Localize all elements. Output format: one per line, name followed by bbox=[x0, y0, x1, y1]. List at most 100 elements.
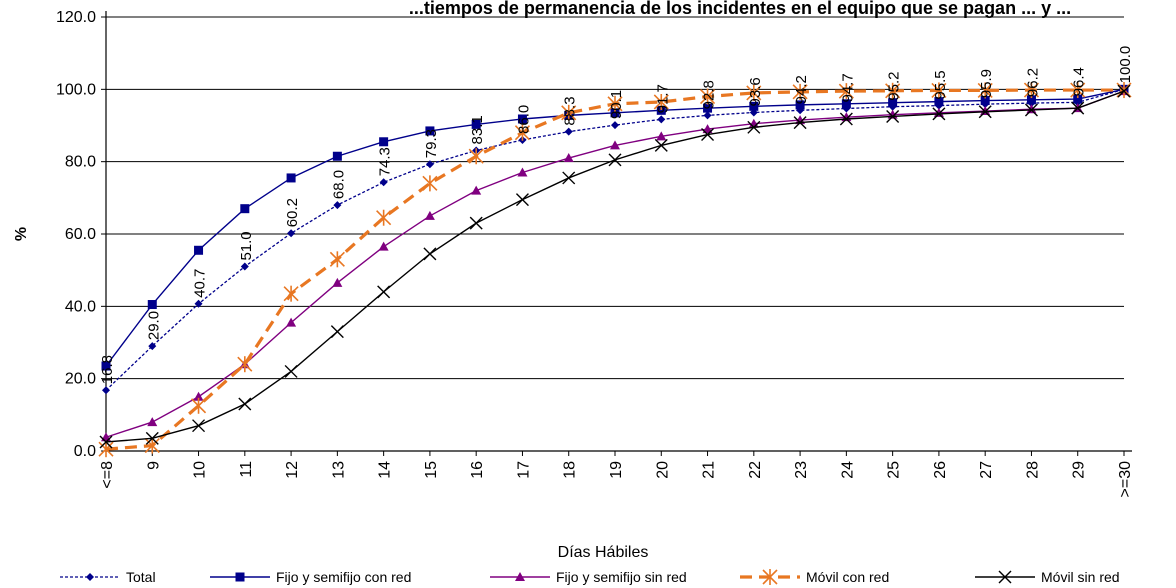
point-x-stroke bbox=[1024, 103, 1038, 117]
data-label: 94.7 bbox=[839, 73, 856, 102]
point-triangle bbox=[610, 140, 620, 150]
point-square bbox=[101, 361, 111, 371]
data-label: 91.7 bbox=[654, 84, 671, 113]
point-triangle bbox=[193, 391, 204, 401]
x-tick-label: <=8 bbox=[99, 461, 116, 489]
point-x-stroke bbox=[562, 171, 576, 185]
data-label: 100.0 bbox=[1117, 46, 1134, 84]
point-star bbox=[792, 83, 808, 100]
point-square bbox=[1073, 94, 1083, 104]
point-x-stroke bbox=[978, 105, 992, 119]
point-triangle bbox=[563, 153, 574, 163]
point-star bbox=[422, 175, 438, 192]
y-tick-labels: 0.0 20.0 40.0 60.0 80.0 100.0 120.0 bbox=[56, 9, 96, 460]
point-x-stroke bbox=[330, 325, 344, 339]
y-tick-label: 0.0 bbox=[74, 443, 96, 460]
legend-item: Total bbox=[60, 569, 156, 585]
point-x bbox=[330, 325, 344, 339]
legend-item: Móvil sin red bbox=[975, 569, 1120, 585]
point-star bbox=[746, 84, 762, 101]
point-triangle bbox=[424, 210, 435, 220]
point-triangle bbox=[471, 185, 482, 195]
point-star bbox=[514, 124, 531, 141]
point-x-stroke bbox=[423, 247, 437, 261]
point-diamond bbox=[703, 111, 712, 120]
point-x-stroke bbox=[515, 193, 529, 207]
x-tick-label: 12 bbox=[284, 461, 301, 479]
point-star bbox=[468, 148, 484, 165]
point-square bbox=[471, 119, 481, 129]
point-square bbox=[379, 137, 389, 147]
point-square bbox=[286, 173, 296, 183]
point-x-stroke bbox=[145, 431, 159, 445]
data-label: 74.3 bbox=[377, 147, 394, 176]
point-triangle bbox=[515, 572, 525, 581]
point-x bbox=[377, 285, 391, 299]
point-square bbox=[332, 151, 342, 161]
point-diamond bbox=[333, 201, 342, 210]
data-label: 29.0 bbox=[145, 311, 162, 340]
axes bbox=[105, 11, 1132, 456]
point-x-stroke bbox=[1071, 101, 1085, 115]
point-x bbox=[978, 105, 992, 119]
point-square bbox=[703, 103, 713, 113]
point-x bbox=[1071, 101, 1085, 115]
x-tick-label: 24 bbox=[839, 461, 856, 479]
point-x bbox=[886, 109, 900, 123]
data-label: 95.2 bbox=[886, 71, 903, 100]
point-x bbox=[515, 193, 529, 207]
series-2 bbox=[101, 86, 1129, 442]
point-square bbox=[517, 114, 527, 124]
point-star bbox=[98, 441, 114, 458]
point-x bbox=[192, 419, 206, 433]
point-star bbox=[1070, 82, 1086, 99]
x-tick-label: 20 bbox=[654, 461, 671, 479]
y-tick-label: 100.0 bbox=[56, 81, 96, 98]
data-label: 93.6 bbox=[747, 77, 764, 106]
point-star bbox=[561, 104, 577, 121]
point-x-stroke bbox=[747, 120, 761, 134]
point-x-stroke bbox=[793, 116, 807, 130]
point-x-stroke bbox=[238, 397, 252, 411]
data-label: 90.1 bbox=[608, 90, 625, 119]
legend-label: Móvil sin red bbox=[1041, 569, 1120, 585]
point-triangle bbox=[1026, 104, 1037, 114]
point-x-stroke bbox=[192, 419, 206, 433]
point-star bbox=[931, 82, 947, 99]
legend-label: Móvil con red bbox=[806, 569, 889, 585]
point-triangle bbox=[656, 131, 667, 141]
x-tick-label: 17 bbox=[515, 461, 532, 479]
x-tick-label: 14 bbox=[377, 461, 394, 479]
point-x-stroke bbox=[839, 112, 853, 126]
point-x bbox=[1117, 84, 1131, 98]
point-x-stroke bbox=[1117, 84, 1131, 98]
x-axis-label: Días Hábiles bbox=[558, 544, 649, 561]
point-square bbox=[749, 101, 759, 111]
point-triangle bbox=[517, 167, 528, 177]
point-diamond bbox=[425, 160, 434, 169]
point-x bbox=[839, 112, 853, 126]
point-triangle bbox=[286, 317, 297, 327]
point-diamond bbox=[102, 386, 110, 395]
chart-title: ...tiempos de permanencia de los inciden… bbox=[409, 0, 1071, 18]
point-x-stroke bbox=[284, 364, 298, 378]
point-triangle bbox=[147, 417, 158, 427]
legend: Total Fijo y semifijo con red Fijo y semif… bbox=[60, 569, 1120, 585]
point-x-stroke bbox=[654, 138, 668, 152]
data-label: 60.2 bbox=[284, 198, 301, 227]
data-label: 51.0 bbox=[238, 231, 255, 260]
point-x-stroke bbox=[608, 153, 622, 167]
x-tick-label: 21 bbox=[701, 461, 718, 479]
point-triangle bbox=[702, 124, 713, 134]
point-diamond bbox=[611, 121, 619, 130]
x-tick-label: 28 bbox=[1024, 461, 1041, 479]
legend-label: Total bbox=[126, 569, 156, 585]
x-tick-label: 18 bbox=[562, 461, 579, 479]
y-tick-label: 80.0 bbox=[65, 154, 96, 171]
data-labels: 16.8 29.0 40.7 51.0 60.2 68.0 74.3 79.3 83.1 86.0… bbox=[99, 46, 1134, 384]
point-x-stroke bbox=[932, 107, 946, 121]
y-tick-label: 20.0 bbox=[65, 371, 96, 388]
x-tick-label: 10 bbox=[192, 461, 209, 479]
legend-label: Fijo y semifijo con red bbox=[276, 569, 411, 585]
